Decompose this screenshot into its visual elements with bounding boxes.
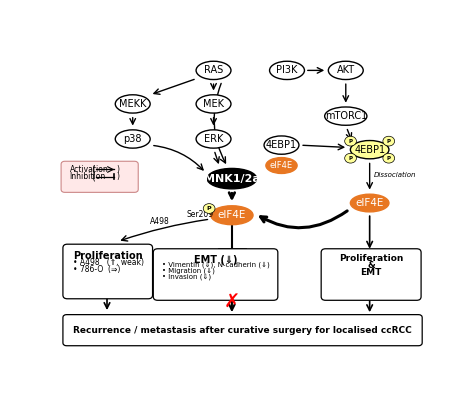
Text: • Invasion (⇓): • Invasion (⇓) (162, 274, 211, 280)
Circle shape (203, 204, 215, 213)
Text: ✗: ✗ (224, 293, 240, 312)
Text: MEK: MEK (203, 99, 224, 109)
Text: Activation: Activation (70, 165, 108, 174)
FancyBboxPatch shape (63, 244, 153, 299)
Text: RAS: RAS (204, 65, 223, 75)
Text: ): ) (116, 172, 119, 181)
Text: P: P (348, 156, 353, 161)
Ellipse shape (196, 130, 231, 148)
Ellipse shape (270, 61, 304, 80)
Text: p38: p38 (123, 134, 142, 144)
Circle shape (345, 153, 356, 163)
Text: EMT: EMT (360, 268, 382, 277)
Text: • Vimentin (⇓), N-cadherin (⇓): • Vimentin (⇓), N-cadherin (⇓) (162, 262, 270, 268)
Text: Proliferation: Proliferation (339, 254, 403, 263)
Text: Ser209: Ser209 (186, 210, 213, 219)
Ellipse shape (328, 61, 363, 80)
Text: ERK: ERK (204, 134, 223, 144)
Ellipse shape (350, 194, 389, 212)
Text: PI3K: PI3K (276, 65, 298, 75)
FancyBboxPatch shape (153, 249, 278, 300)
Text: P: P (387, 156, 391, 161)
Text: MNK1/2a: MNK1/2a (204, 173, 260, 184)
Ellipse shape (266, 158, 297, 173)
Text: (: ( (91, 164, 95, 175)
Text: &: & (367, 261, 375, 270)
Text: 4EBP1: 4EBP1 (354, 145, 385, 155)
Text: EMT (⇓): EMT (⇓) (194, 255, 237, 265)
Ellipse shape (264, 136, 299, 154)
Ellipse shape (350, 141, 389, 159)
FancyBboxPatch shape (321, 249, 421, 300)
Text: (: ( (91, 171, 95, 181)
FancyBboxPatch shape (61, 161, 138, 192)
Text: eIF4E: eIF4E (218, 210, 246, 220)
Ellipse shape (196, 61, 231, 80)
Text: • A498   (⇑, weak): • A498 (⇑, weak) (73, 258, 144, 267)
Text: eIF4E: eIF4E (356, 198, 384, 208)
Circle shape (383, 136, 395, 146)
Text: A498: A498 (150, 217, 170, 226)
Circle shape (383, 153, 395, 163)
Text: Inhibition: Inhibition (70, 172, 106, 181)
Text: P: P (348, 139, 353, 144)
Text: MEKK: MEKK (119, 99, 146, 109)
Text: • 786-O  (⇒): • 786-O (⇒) (73, 265, 120, 274)
Text: • Migration (⇓): • Migration (⇓) (162, 268, 215, 274)
Text: P: P (207, 206, 211, 211)
Text: Dissociation: Dissociation (374, 172, 416, 178)
Ellipse shape (196, 95, 231, 113)
Text: Recurrence / metastasis after curative surgery for localised ccRCC: Recurrence / metastasis after curative s… (73, 326, 412, 335)
FancyBboxPatch shape (63, 315, 422, 346)
Text: mTORC1: mTORC1 (325, 111, 367, 121)
Text: 4EBP1: 4EBP1 (266, 140, 297, 150)
Ellipse shape (211, 206, 253, 225)
Ellipse shape (325, 107, 367, 125)
Ellipse shape (115, 130, 150, 148)
Circle shape (345, 136, 356, 146)
Text: eIF4E: eIF4E (270, 161, 293, 170)
Text: AKT: AKT (337, 65, 355, 75)
Text: P: P (387, 139, 391, 144)
Ellipse shape (115, 95, 150, 113)
Ellipse shape (207, 168, 257, 189)
Text: Proliferation: Proliferation (73, 251, 143, 261)
Text: ): ) (116, 165, 119, 174)
